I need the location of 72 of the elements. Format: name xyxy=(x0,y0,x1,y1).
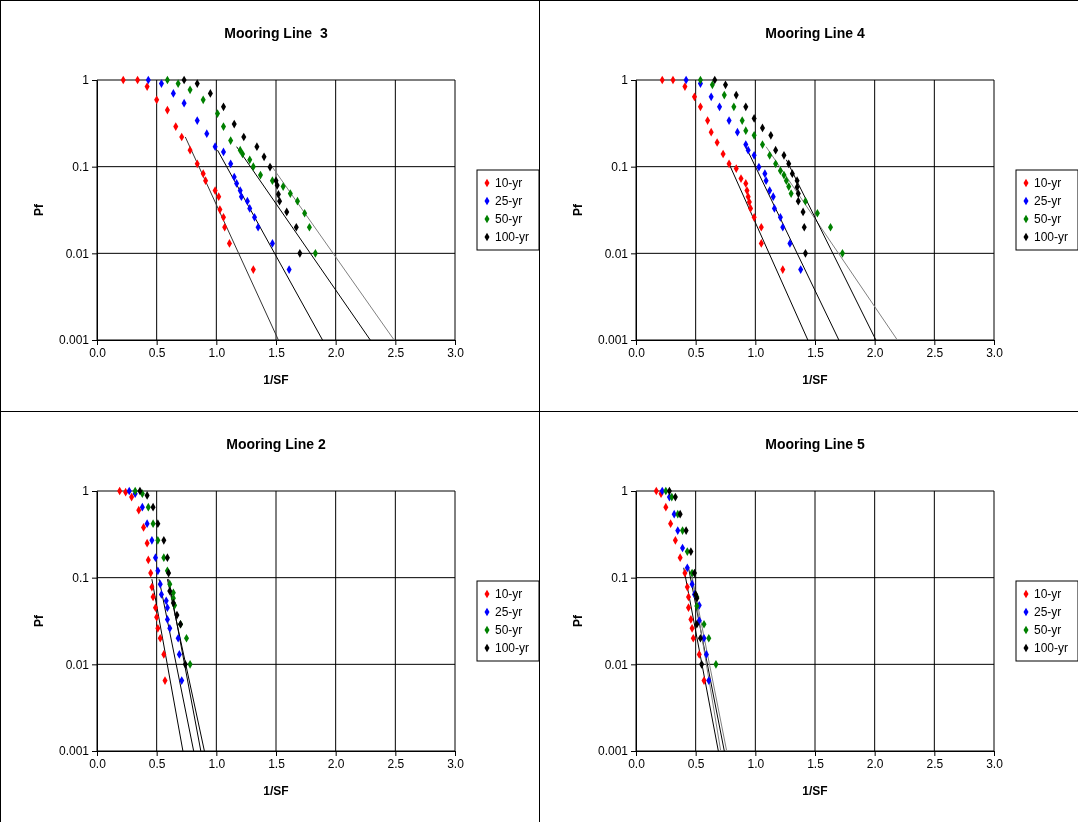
legend-label: 10-yr xyxy=(495,587,523,601)
y-tick-label: 0.01 xyxy=(604,246,629,261)
x-tick-label: 2.5 xyxy=(926,345,944,360)
legend-label: 100-yr xyxy=(1034,230,1069,244)
x-tick-label: 1.5 xyxy=(807,345,825,360)
x-axis-title: 1/SF xyxy=(802,784,828,798)
x-tick-label: 2.5 xyxy=(926,756,944,771)
x-tick-label: 1.5 xyxy=(268,756,286,771)
x-tick-label: 3.0 xyxy=(447,345,465,360)
x-tick-label: 3.0 xyxy=(986,345,1004,360)
x-tick-label: 1.5 xyxy=(807,756,825,771)
x-tick-label: 1.0 xyxy=(747,756,765,771)
x-tick-label: 0.0 xyxy=(628,345,646,360)
chart-title: Mooring Line 5 xyxy=(765,436,865,452)
y-tick-label: 0.01 xyxy=(604,657,629,672)
x-axis-title: 1/SF xyxy=(263,784,289,798)
y-tick-label: 0.001 xyxy=(58,744,90,759)
legend-label: 25-yr xyxy=(495,194,523,208)
y-axis-title: Pf xyxy=(571,614,585,627)
x-tick-label: 1.5 xyxy=(268,345,286,360)
legend-label: 100-yr xyxy=(1034,641,1069,655)
x-tick-label: 0.0 xyxy=(89,345,107,360)
legend-label: 10-yr xyxy=(1034,587,1062,601)
y-tick-label: 0.1 xyxy=(72,571,90,586)
y-tick-label: 0.01 xyxy=(65,657,90,672)
x-tick-label: 3.0 xyxy=(447,756,465,771)
x-tick-label: 0.5 xyxy=(148,756,166,771)
legend-label: 100-yr xyxy=(495,641,530,655)
x-tick-label: 0.5 xyxy=(148,345,166,360)
y-tick-label: 1 xyxy=(621,73,629,88)
legend-label: 10-yr xyxy=(495,176,523,190)
x-axis-title: 1/SF xyxy=(263,373,289,387)
x-tick-label: 2.0 xyxy=(866,756,884,771)
y-tick-label: 1 xyxy=(82,73,90,88)
legend-label: 10-yr xyxy=(1034,176,1062,190)
chart-title: Mooring Line 4 xyxy=(765,25,865,41)
y-tick-label: 0.001 xyxy=(597,333,629,348)
legend-label: 50-yr xyxy=(1034,623,1062,637)
y-tick-label: 1 xyxy=(82,484,90,499)
y-tick-label: 0.001 xyxy=(58,333,90,348)
legend-label: 25-yr xyxy=(495,605,523,619)
y-tick-label: 0.01 xyxy=(65,246,90,261)
legend-label: 25-yr xyxy=(1034,605,1062,619)
x-tick-label: 2.5 xyxy=(387,756,405,771)
chart-title: Mooring Line 3 xyxy=(224,25,328,41)
x-tick-label: 1.0 xyxy=(208,756,226,771)
legend-label: 50-yr xyxy=(495,623,523,637)
x-tick-label: 2.0 xyxy=(327,345,345,360)
x-tick-label: 2.0 xyxy=(866,345,884,360)
y-tick-label: 1 xyxy=(621,484,629,499)
x-axis-title: 1/SF xyxy=(802,373,828,387)
x-tick-label: 2.5 xyxy=(387,345,405,360)
x-tick-label: 0.0 xyxy=(89,756,107,771)
x-tick-label: 0.0 xyxy=(628,756,646,771)
y-axis-title: Pf xyxy=(32,614,46,627)
y-tick-label: 0.1 xyxy=(72,160,90,175)
chart-title: Mooring Line 2 xyxy=(226,436,326,452)
legend-label: 25-yr xyxy=(1034,194,1062,208)
y-tick-label: 0.001 xyxy=(597,744,629,759)
x-tick-label: 3.0 xyxy=(986,756,1004,771)
legend-label: 100-yr xyxy=(495,230,530,244)
x-tick-label: 2.0 xyxy=(327,756,345,771)
legend-label: 50-yr xyxy=(1034,212,1062,226)
y-tick-label: 0.1 xyxy=(611,160,629,175)
legend-label: 50-yr xyxy=(495,212,523,226)
y-axis-title: Pf xyxy=(571,203,585,216)
x-tick-label: 0.5 xyxy=(687,756,705,771)
x-tick-label: 0.5 xyxy=(687,345,705,360)
y-axis-title: Pf xyxy=(32,203,46,216)
x-tick-label: 1.0 xyxy=(747,345,765,360)
y-tick-label: 0.1 xyxy=(611,571,629,586)
x-tick-label: 1.0 xyxy=(208,345,226,360)
